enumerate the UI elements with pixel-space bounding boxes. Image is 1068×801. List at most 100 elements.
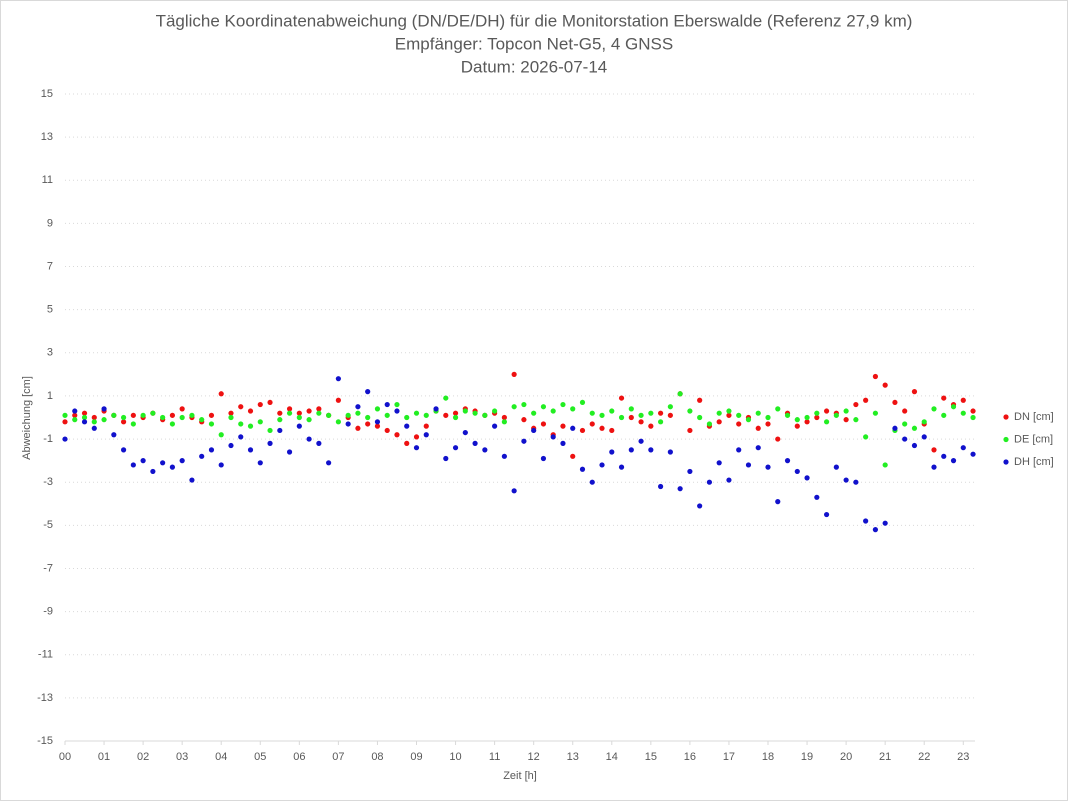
data-point — [169, 412, 176, 418]
data-point — [374, 419, 381, 425]
data-point — [179, 414, 185, 421]
data-point — [335, 397, 341, 403]
x-tick-label: 14 — [606, 751, 618, 763]
data-point — [208, 421, 215, 427]
data-point — [277, 410, 283, 416]
data-point — [501, 414, 507, 421]
data-point — [267, 399, 273, 406]
legend-label: DN [cm] — [1014, 411, 1054, 423]
data-point — [511, 371, 517, 377]
data-point — [726, 412, 732, 418]
data-point — [618, 395, 625, 401]
data-point — [931, 464, 937, 470]
data-point — [755, 410, 761, 416]
data-point — [853, 401, 859, 408]
data-point — [736, 447, 742, 453]
data-point — [638, 438, 644, 444]
data-point — [521, 438, 527, 444]
y-tick-label: 13 — [41, 131, 53, 143]
data-point — [814, 414, 820, 421]
data-point — [501, 453, 507, 459]
data-point — [667, 412, 673, 418]
data-point — [257, 460, 263, 466]
data-point — [257, 419, 263, 425]
data-point — [423, 432, 429, 438]
data-point — [658, 483, 664, 490]
data-point — [648, 423, 654, 429]
data-point — [482, 447, 488, 453]
data-point — [950, 458, 957, 464]
x-tick-label: 16 — [684, 751, 696, 763]
x-tick-label: 10 — [449, 751, 461, 763]
data-point — [697, 414, 703, 421]
x-tick-label: 07 — [332, 751, 344, 763]
data-point — [394, 432, 400, 438]
data-point — [238, 421, 244, 427]
data-point — [618, 414, 625, 421]
y-tick-label: -3 — [43, 476, 53, 488]
data-point — [179, 458, 185, 464]
data-point — [443, 455, 449, 462]
data-point — [384, 427, 390, 434]
data-point — [120, 414, 127, 421]
data-point — [130, 462, 136, 468]
data-point — [931, 447, 937, 453]
data-point — [296, 423, 302, 429]
data-point — [404, 423, 410, 429]
data-point — [101, 417, 107, 423]
x-tick-label: 22 — [918, 751, 930, 763]
data-point — [941, 453, 947, 459]
data-point — [863, 518, 869, 524]
data-point — [345, 412, 351, 418]
data-point — [394, 401, 400, 408]
data-point — [814, 494, 820, 500]
data-point — [589, 410, 595, 416]
data-point — [355, 404, 361, 410]
y-tick-label: 11 — [42, 174, 53, 186]
data-point — [247, 408, 254, 414]
data-point — [911, 389, 918, 395]
data-point — [169, 421, 176, 427]
data-point — [658, 419, 664, 425]
data-point — [775, 436, 781, 442]
data-point — [823, 419, 830, 425]
data-point — [423, 423, 429, 429]
data-point — [579, 466, 586, 472]
data-point — [335, 419, 341, 425]
data-point — [677, 391, 683, 397]
data-point — [62, 412, 68, 418]
data-point — [902, 436, 908, 442]
data-point — [921, 419, 927, 425]
legend-marker — [1003, 459, 1009, 465]
data-point — [384, 401, 390, 408]
data-point — [345, 421, 351, 427]
x-tick-label: 11 — [489, 751, 500, 763]
data-point — [638, 412, 644, 418]
y-tick-label: -5 — [43, 519, 53, 531]
data-point — [872, 410, 879, 416]
data-point — [882, 520, 888, 526]
data-point — [609, 408, 615, 414]
data-point — [101, 406, 107, 412]
data-point — [462, 429, 468, 436]
data-point — [306, 408, 312, 414]
data-point — [482, 412, 488, 418]
data-point — [91, 414, 97, 421]
data-point — [511, 488, 517, 494]
data-point — [882, 382, 888, 388]
data-point — [228, 442, 234, 449]
data-point — [745, 417, 752, 423]
data-point — [784, 412, 791, 418]
data-point — [384, 412, 390, 418]
data-point — [521, 417, 527, 423]
data-point — [716, 419, 722, 425]
data-point — [550, 434, 556, 440]
x-tick-label: 09 — [410, 751, 422, 763]
data-point — [628, 406, 634, 412]
data-point — [443, 395, 449, 401]
data-point — [941, 412, 947, 418]
data-point — [413, 445, 420, 451]
data-point — [833, 464, 839, 470]
data-point — [374, 423, 381, 429]
data-point — [404, 414, 410, 421]
